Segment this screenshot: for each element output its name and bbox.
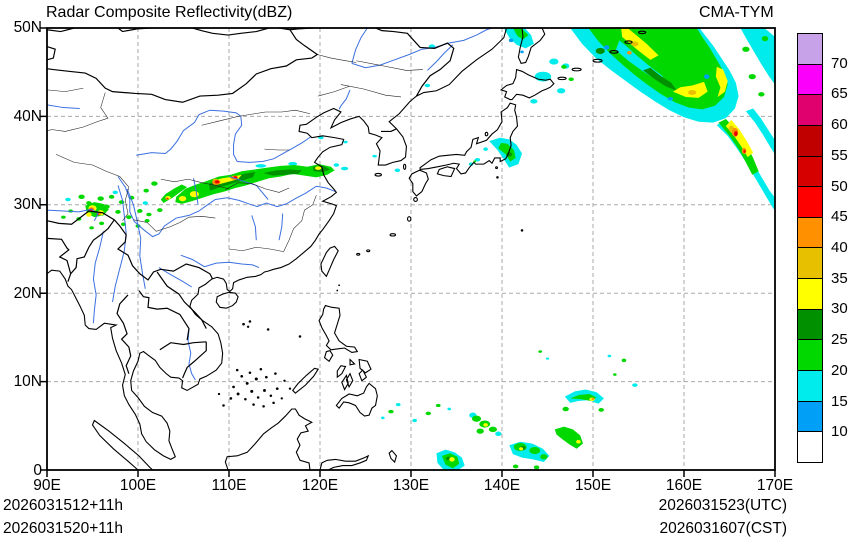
reef-dots-layer xyxy=(217,284,341,408)
colorbar-box xyxy=(798,279,822,310)
colorbar-label: 50 xyxy=(831,178,848,195)
y-axis-label: 50N xyxy=(13,19,42,36)
colorbar-box xyxy=(798,340,822,372)
x-axis-label: 170E xyxy=(756,477,794,494)
colorbar-label: 30 xyxy=(831,300,848,317)
colorbar-box xyxy=(798,371,822,402)
valid-time-utc: 2026031523(UTC) xyxy=(658,497,787,514)
colorbar-box xyxy=(798,95,822,126)
radar-echo-layer xyxy=(61,27,775,470)
x-axis-label: 150E xyxy=(574,477,612,494)
colorbar-label: 15 xyxy=(831,393,848,410)
colorbar-label: 65 xyxy=(831,85,848,102)
colorbar-box xyxy=(798,401,822,433)
colorbar-label: 25 xyxy=(831,331,848,348)
country-borders-layer xyxy=(47,28,454,378)
coastline-layer xyxy=(47,28,646,470)
province-borders-layer xyxy=(47,55,423,252)
colorbar-box xyxy=(798,217,822,249)
y-axis-label: 0 xyxy=(33,462,42,479)
colorbar-label: 45 xyxy=(831,208,848,225)
colorbar-label: 40 xyxy=(831,239,848,256)
x-axis-label: 100E xyxy=(119,477,157,494)
y-axis-label: 10N xyxy=(13,373,42,390)
x-axis-label: 160E xyxy=(665,477,703,494)
colorbar-label: 70 xyxy=(831,55,848,72)
colorbar-box xyxy=(798,125,822,157)
y-axis-label: 40N xyxy=(13,108,42,125)
model-name-label: CMA-TYM xyxy=(699,4,774,21)
page-title: Radar Composite Reflectivity(dBZ) xyxy=(46,4,293,21)
init-time-utc: 2026031512+11h xyxy=(3,497,123,514)
colorbar-box xyxy=(798,64,822,96)
colorbar-box xyxy=(798,156,822,188)
colorbar-box xyxy=(798,309,822,341)
x-axis-label: 120E xyxy=(301,477,339,494)
colorbar-box xyxy=(798,187,822,218)
y-axis-label: 20N xyxy=(13,285,42,302)
colorbar-box xyxy=(798,248,822,280)
x-axis-label: 90E xyxy=(33,477,61,494)
map-canvas xyxy=(40,27,776,477)
axes-layer xyxy=(40,27,776,477)
colorbar-label: 20 xyxy=(831,362,848,379)
colorbar-box xyxy=(798,34,822,65)
colorbar-label: 10 xyxy=(831,423,848,440)
y-axis-label: 30N xyxy=(13,196,42,213)
x-axis-label: 140E xyxy=(483,477,521,494)
x-axis-label: 130E xyxy=(392,477,430,494)
colorbar-label: 55 xyxy=(831,147,848,164)
colorbar-label: 60 xyxy=(831,116,848,133)
map-panel xyxy=(40,27,776,477)
reflectivity-colorbar xyxy=(797,33,823,463)
valid-time-cst: 2026031607(CST) xyxy=(659,520,787,537)
colorbar-label: 35 xyxy=(831,270,848,287)
init-time-cst: 2026031520+11h xyxy=(3,520,123,537)
colorbar-box xyxy=(798,432,822,462)
x-axis-label: 110E xyxy=(211,477,247,494)
rivers-layer xyxy=(47,28,492,380)
